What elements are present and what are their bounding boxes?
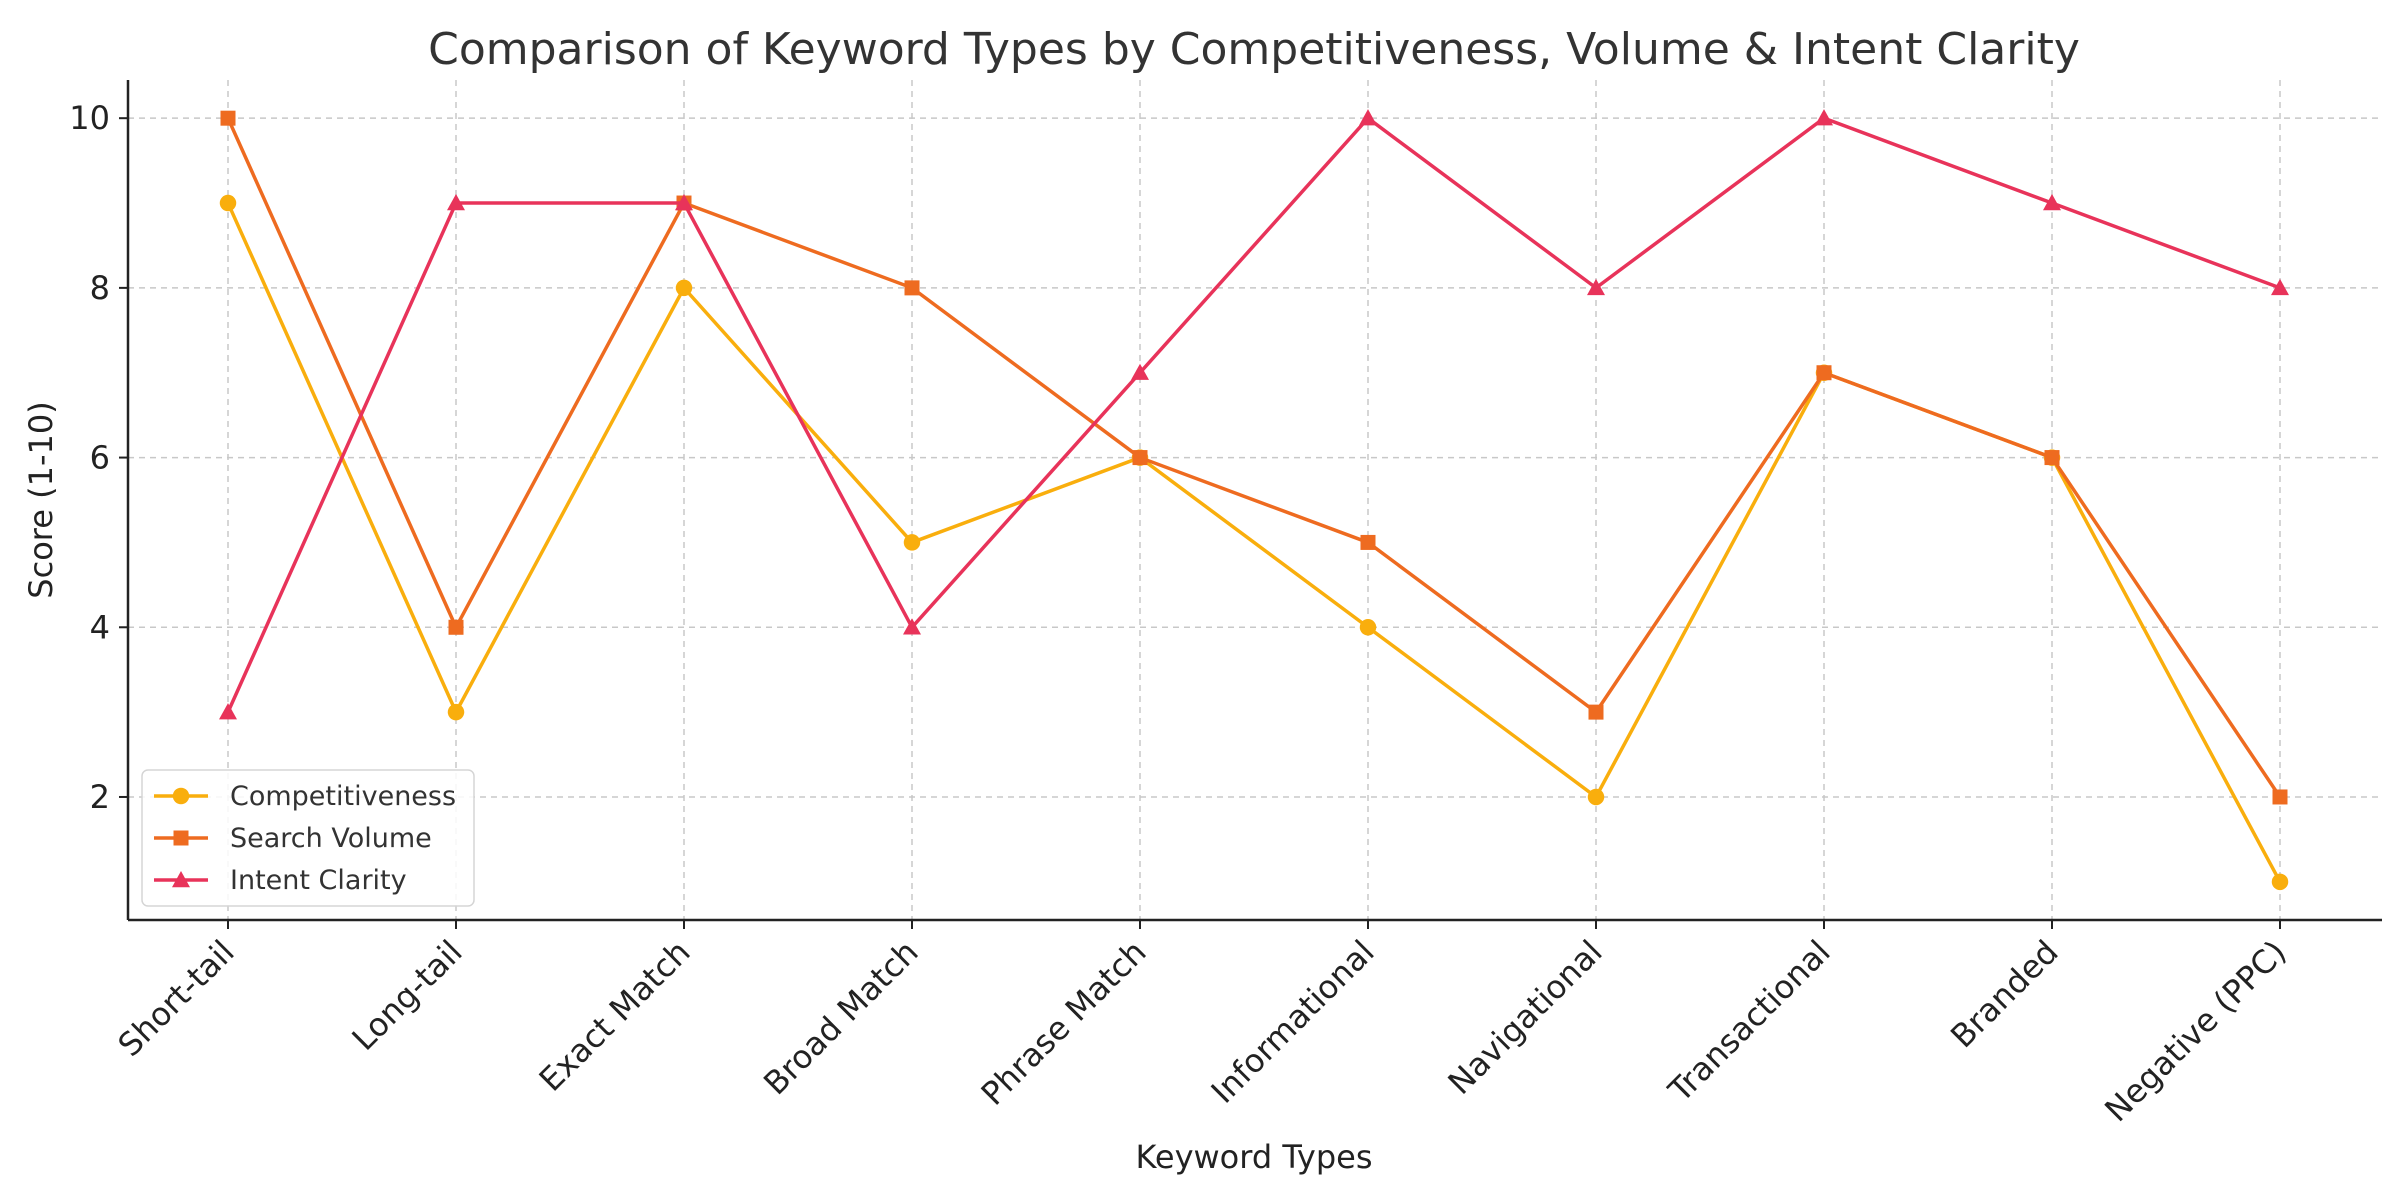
data-point [904, 280, 920, 296]
legend-entry: Intent Clarity [230, 865, 407, 896]
data-point [1587, 278, 1605, 296]
x-tick-label: Phrase Match [974, 933, 1154, 1113]
data-point [1359, 619, 1377, 636]
data-point [448, 619, 464, 635]
series-line [226, 117, 2282, 798]
data-point [1587, 788, 1605, 806]
data-point [2271, 278, 2289, 296]
y-tick-label: 10 [69, 99, 110, 137]
y-tick-label: 8 [90, 269, 110, 307]
chart-title: Comparison of Keyword Types by Competiti… [428, 24, 2080, 75]
y-tick-label: 2 [90, 778, 110, 816]
legend-box [141, 769, 475, 907]
legend: Competitiveness Search Volume Intent Clari… [141, 769, 475, 907]
legend-marker [172, 871, 190, 888]
x-tick-label: Navigational [1441, 933, 1610, 1102]
data-point [1816, 365, 1832, 381]
legend-marker [173, 830, 189, 846]
legend-entry: Search Volume [230, 823, 432, 854]
data-point [219, 194, 237, 212]
x-tick-label: Informational [1204, 933, 1382, 1111]
data-point [220, 110, 236, 126]
data-point [2044, 450, 2060, 466]
y-axis-label: Score (1-10) [22, 401, 60, 598]
series-line [226, 202, 2282, 883]
data-point [2043, 194, 2061, 211]
data-point [2272, 789, 2288, 805]
series-intent-clarity [219, 109, 2289, 720]
series-competitiveness [219, 194, 2289, 891]
x-tick-label: Long-tail [345, 933, 470, 1058]
x-axis-label: Keyword Types [1135, 1138, 1372, 1176]
data-point [1588, 704, 1604, 720]
x-tick-label: Short-tail [111, 933, 242, 1064]
x-tick-label: Exact Match [532, 933, 698, 1099]
x-tick-label: Branded [1943, 933, 2066, 1056]
y-tick-label: 4 [90, 608, 110, 646]
data-point [1815, 109, 1833, 126]
data-point [2271, 873, 2289, 891]
data-point [903, 534, 921, 551]
series-line [226, 116, 2281, 713]
data-point [1360, 534, 1376, 550]
data-point [447, 194, 465, 211]
data-point [219, 703, 237, 720]
data-point [675, 279, 693, 297]
x-tick-label: Broad Match [756, 933, 926, 1103]
series-lines [219, 109, 2289, 891]
data-point [1359, 109, 1377, 126]
x-tick-label: Transactional [1660, 933, 1837, 1110]
series-search-volume [220, 110, 2288, 805]
legend-entry: Competitiveness [230, 781, 456, 812]
data-point [1131, 363, 1149, 380]
data-point [675, 194, 693, 211]
data-point [447, 703, 465, 721]
axes: 2 4 6 8 10 Short-tail Long-tail Exact Match Broa… [69, 80, 2382, 1129]
x-tick-label: Negative (PPC) [2097, 933, 2293, 1129]
legend-marker [172, 787, 190, 805]
data-point [1132, 450, 1148, 466]
data-point [903, 618, 921, 635]
y-tick-label: 6 [90, 439, 110, 477]
grid [128, 80, 2382, 920]
